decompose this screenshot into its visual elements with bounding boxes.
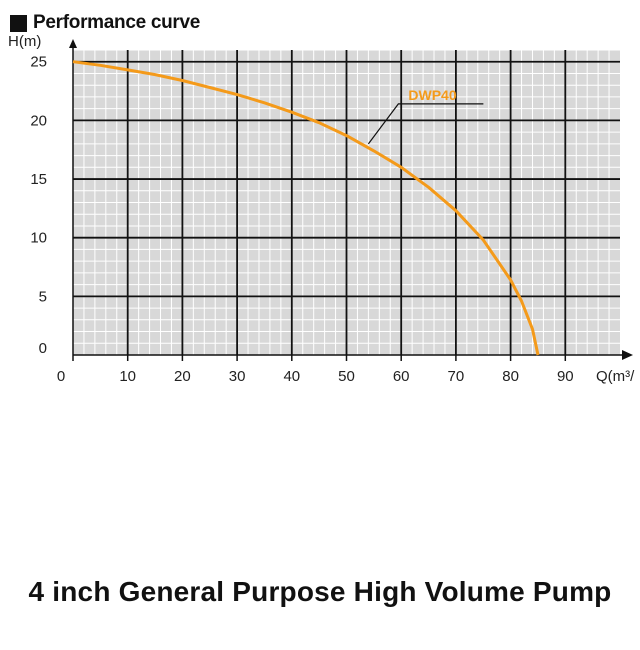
y-axis-arrow-icon <box>69 39 77 48</box>
x-tick-label: 40 <box>283 368 300 385</box>
performance-chart: 0 10 20 30 40 50 60 70 80 90 0 5 10 15 20 25 H(m) Q(m³/D… <box>8 33 635 385</box>
square-bullet-icon <box>10 14 27 32</box>
x-tick-label: 80 <box>502 368 519 385</box>
x-tick-label: 50 <box>338 368 355 385</box>
series-label-dwp40: DWP40 <box>408 87 456 103</box>
y-axis-label: H(m) <box>8 33 41 50</box>
y-tick-label: 25 <box>30 54 47 71</box>
x-tick-label: 10 <box>119 368 136 385</box>
x-tick-label: 90 <box>557 368 574 385</box>
x-tick-label: 20 <box>174 368 191 385</box>
y-tick-label: 5 <box>39 288 47 305</box>
x-axis-arrow-icon <box>622 350 633 360</box>
series-line-dwp40 <box>72 60 540 356</box>
x-tick-label: 70 <box>448 368 465 385</box>
x-axis-label: Q(m³/ <box>596 368 635 385</box>
chart-title: Performance curve <box>33 12 201 33</box>
chart-header: Performance curve <box>10 10 200 36</box>
y-tick-label: 0 <box>39 340 47 357</box>
x-tick-label: 60 <box>393 368 410 385</box>
y-tick-label: 10 <box>30 230 47 247</box>
x-tick-label: 0 <box>57 368 65 385</box>
product-caption: 4 inch General Purpose High Volume Pump <box>28 576 612 607</box>
x-tick-label: 30 <box>229 368 246 385</box>
series-leader-line <box>367 103 484 145</box>
y-tick-label: 15 <box>30 171 47 188</box>
y-tick-label: 20 <box>30 112 47 129</box>
